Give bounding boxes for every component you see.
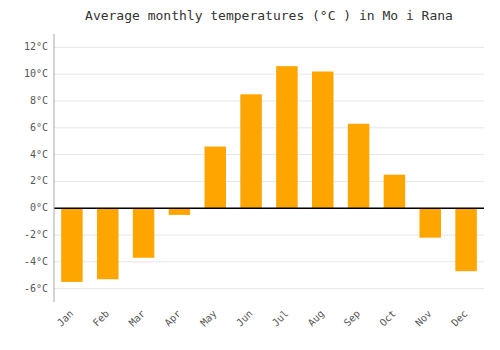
- bar: [348, 124, 370, 208]
- x-tick-label: Jan: [55, 308, 76, 329]
- y-tick-label: -2°C: [24, 229, 48, 240]
- x-tick-label: Feb: [91, 308, 112, 329]
- x-tick-label: Jun: [234, 308, 255, 329]
- x-tick-label: Dec: [449, 308, 470, 329]
- grid-line: [54, 74, 484, 75]
- bar: [420, 208, 442, 237]
- y-axis-line: [54, 34, 55, 302]
- bar: [169, 208, 191, 215]
- x-tick-label: May: [198, 308, 219, 329]
- grid-line: [54, 47, 484, 48]
- zero-line: [54, 207, 484, 209]
- y-tick-label: 2°C: [30, 175, 48, 186]
- x-tick-label: Apr: [162, 308, 183, 329]
- bar: [384, 175, 406, 209]
- y-tick-label: 6°C: [30, 122, 48, 133]
- y-tick-label: 4°C: [30, 149, 48, 160]
- bar: [133, 208, 155, 258]
- bar: [61, 208, 83, 282]
- grid-line: [54, 208, 484, 209]
- title: Average monthly temperatures (°C ) in Mo…: [85, 8, 453, 23]
- y-tick-label: -4°C: [24, 256, 48, 267]
- x-tick-label: Sep: [342, 308, 363, 329]
- grid-line: [54, 288, 484, 289]
- x-tick-label: Nov: [413, 308, 434, 329]
- bar: [97, 208, 119, 279]
- grid-line: [54, 154, 484, 155]
- y-tick-label: 10°C: [24, 68, 48, 79]
- y-tick-label: 0°C: [30, 202, 48, 213]
- grid-line: [54, 181, 484, 182]
- grid: [54, 47, 484, 288]
- bars: [61, 66, 477, 282]
- grid-line: [54, 101, 484, 102]
- x-tick-label: Mar: [127, 308, 148, 329]
- bar: [240, 94, 261, 208]
- y-tick-label: -6°C: [24, 283, 48, 294]
- bar: [312, 72, 334, 209]
- bar: [276, 66, 298, 208]
- x-tick-label: Jul: [270, 308, 291, 329]
- chart-container: Average monthly temperatures (°C ) in Mo…: [0, 0, 500, 350]
- bar: [205, 147, 227, 209]
- chart: Average monthly temperatures (°C ) in Mo…: [0, 0, 500, 350]
- y-tick-label: 8°C: [30, 95, 48, 106]
- x-tick-label: Aug: [306, 308, 327, 329]
- x-tick-label: Oct: [377, 308, 398, 329]
- bar: [455, 208, 477, 271]
- grid-line: [54, 127, 484, 128]
- y-tick-label: 12°C: [24, 41, 48, 52]
